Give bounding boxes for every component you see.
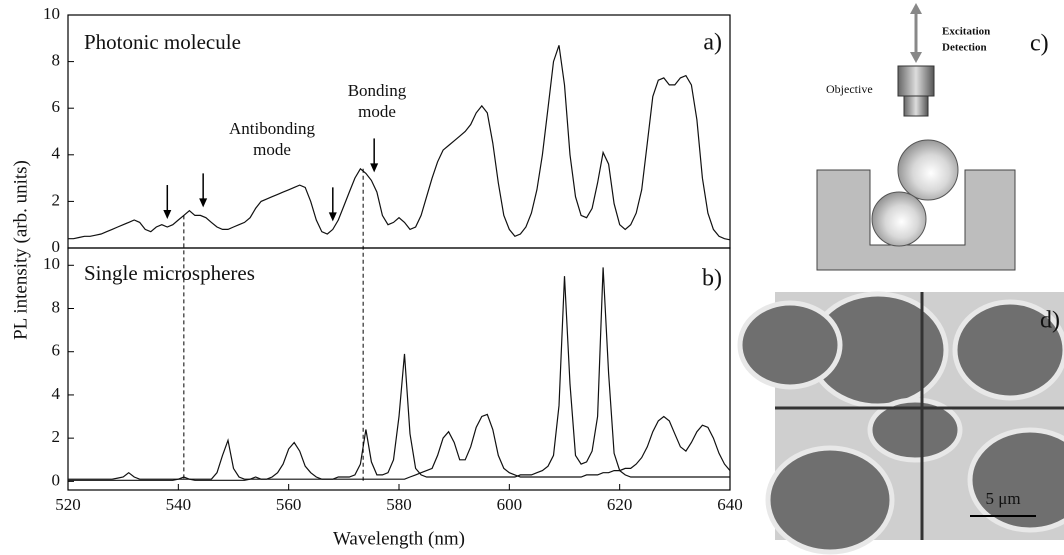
annotation: Antibonding mode — [229, 119, 315, 159]
annotation: Bonding mode — [347, 81, 407, 121]
spectrum-line — [68, 267, 730, 480]
excitation-label: Excitation — [942, 26, 990, 38]
sphere-image — [867, 397, 963, 463]
schematic: Excitation Detection Objective c) — [816, 3, 1049, 271]
y-tick-label: 4 — [52, 384, 61, 403]
arrow-head — [910, 52, 922, 63]
sphere-image — [952, 299, 1064, 401]
y-tick-label: 8 — [52, 51, 61, 70]
detection-label: Detection — [942, 42, 987, 54]
y-tick-label: 2 — [52, 190, 61, 209]
y-tick-label: 8 — [52, 297, 61, 316]
panel-label: d) — [1040, 308, 1060, 334]
sphere-image — [737, 300, 843, 390]
y-tick-label: 0 — [52, 470, 61, 489]
y-tick-label: 6 — [52, 97, 61, 116]
panel-label: c) — [1030, 31, 1049, 57]
x-tick-label: 560 — [276, 495, 302, 514]
y-axis-label: PL intensity (arb. units) — [10, 160, 31, 340]
x-axis-label: Wavelength (nm) — [333, 528, 465, 549]
micrograph: 5 μm d) — [737, 291, 1064, 555]
panel-title: Single microspheres — [84, 261, 255, 285]
x-tick-label: 600 — [497, 495, 523, 514]
y-tick-label: 6 — [52, 341, 61, 360]
panel-label: b) — [702, 266, 722, 292]
y-tick-label: 10 — [43, 254, 60, 273]
sphere — [897, 139, 959, 201]
mode-arrow-head — [163, 210, 172, 220]
sphere-image — [765, 445, 895, 555]
sphere-image — [967, 427, 1064, 533]
y-tick-label: 4 — [52, 144, 61, 163]
x-tick-label: 520 — [55, 495, 81, 514]
scale-bar-label: 5 μm — [985, 489, 1020, 508]
sphere — [871, 191, 927, 247]
mode-arrow-head — [328, 212, 337, 222]
arrow-head — [910, 3, 922, 14]
y-tick-label: 10 — [43, 4, 60, 23]
objective-label: Objective — [826, 82, 873, 96]
objective — [903, 95, 929, 117]
panel-label: a) — [703, 30, 722, 56]
mode-arrow-head — [199, 198, 208, 208]
mode-arrow-head — [370, 163, 379, 173]
substrate — [816, 169, 1016, 271]
spectrum-line — [68, 45, 731, 241]
x-tick-label: 540 — [166, 495, 192, 514]
objective — [897, 65, 935, 97]
y-tick-label: 0 — [52, 237, 61, 256]
x-tick-label: 640 — [717, 495, 743, 514]
x-tick-label: 620 — [607, 495, 633, 514]
x-tick-label: 580 — [386, 495, 412, 514]
panel-title: Photonic molecule — [84, 30, 241, 54]
spectrum-line — [68, 413, 731, 481]
y-tick-label: 2 — [52, 427, 61, 446]
